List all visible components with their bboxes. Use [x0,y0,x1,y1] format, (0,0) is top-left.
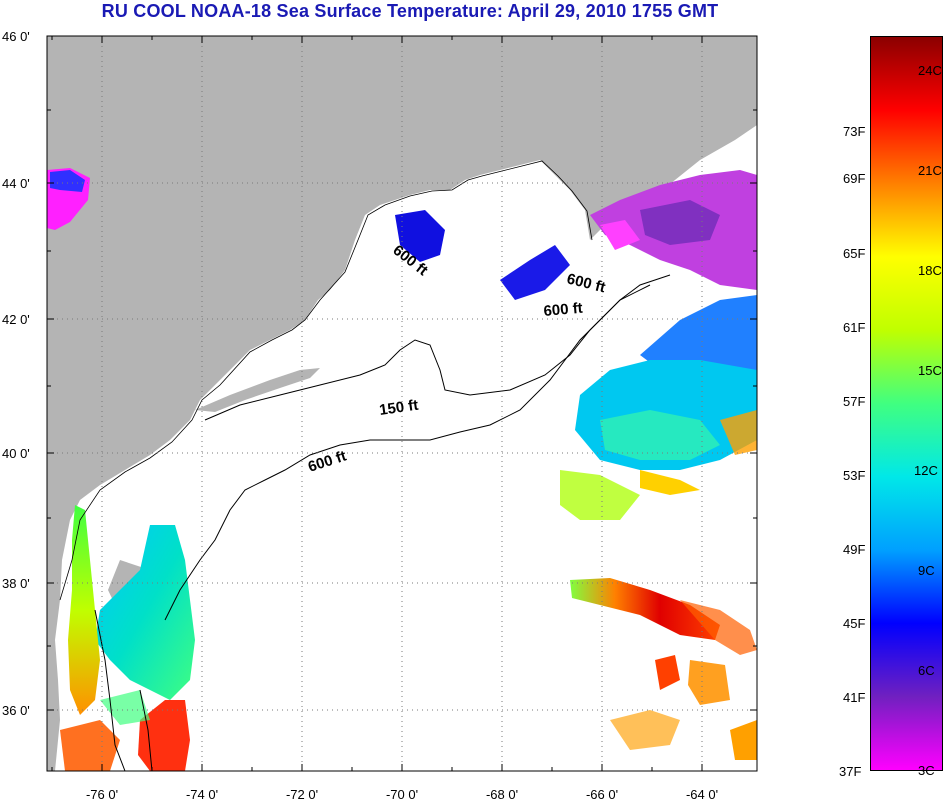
land-nova-scotia [590,90,757,212]
lon-label-74: -74 0' [186,787,218,802]
cb-f-61: 61F [843,320,866,335]
cb-c-18: 18C [918,263,942,278]
lon-label-64: -64 0' [686,787,718,802]
cb-c-12: 12C [914,463,938,478]
map-title: RU COOL NOAA-18 Sea Surface Temperature:… [101,1,719,21]
colorbar-gradient [870,36,943,771]
cb-f-37: 37F [839,764,862,779]
cb-c-9: 9C [918,563,935,578]
lat-label-40: 40 0' [2,446,30,461]
lon-label-68: -68 0' [486,787,518,802]
contour-label-4: 150 ft [378,397,419,419]
lat-label-36: 36 0' [2,703,30,718]
cb-c-3: 3C [918,763,935,778]
lon-label-70: -70 0' [386,787,418,802]
lat-label-46: 46 0' [2,29,30,44]
contour-150ft [204,284,651,421]
lat-label-44: 44 0' [2,176,30,191]
cb-f-73: 73F [843,124,866,139]
cb-f-49: 49F [843,542,866,557]
cb-c-15: 15C [918,363,942,378]
sst-gulf-maine-2 [500,245,570,300]
cb-f-65: 65F [843,246,866,261]
contour-600ft [94,274,671,771]
lon-label-76: -76 0' [86,787,118,802]
sst-chesapeake [68,505,100,715]
lat-label-38: 38 0' [2,576,30,591]
cb-f-41: 41F [843,690,866,705]
land-long-island [195,368,320,412]
colorbar [870,36,943,771]
contour-label-3: 600 ft [543,300,584,320]
graticule [47,36,757,771]
cb-f-45: 45F [843,616,866,631]
lon-label-72: -72 0' [286,787,318,802]
cb-f-57: 57F [843,394,866,409]
sst-carolina [138,700,190,771]
lon-label-66: -66 0' [586,787,618,802]
sst-mid-atlantic [95,525,195,700]
cb-c-6: 6C [918,663,935,678]
sst-gulf-stream [570,578,720,640]
land-mainland [47,36,757,771]
sst-gulf-maine-1 [395,210,445,262]
lat-label-42: 42 0' [2,312,30,327]
cb-f-53: 53F [843,468,866,483]
cb-f-69: 69F [843,171,866,186]
cb-c-21: 21C [918,163,942,178]
cb-c-24: 24C [918,63,942,78]
